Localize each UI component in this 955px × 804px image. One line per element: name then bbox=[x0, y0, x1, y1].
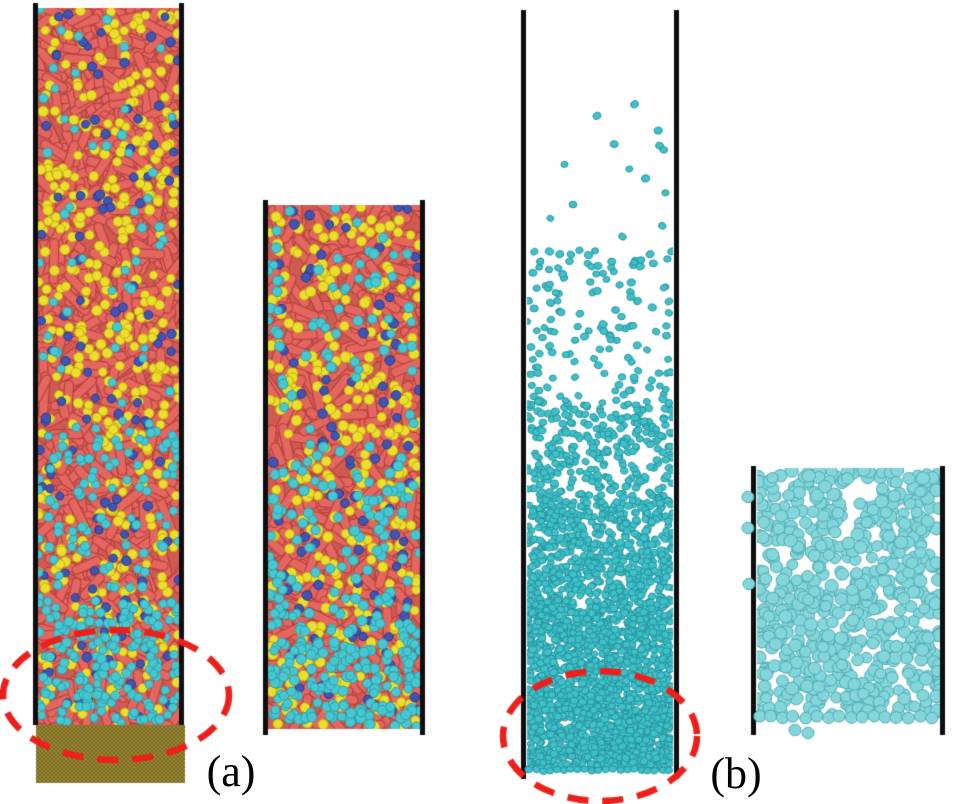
panel-a-caption-label: (a) bbox=[206, 747, 256, 796]
panel-b-caption-label: (b) bbox=[710, 749, 762, 798]
